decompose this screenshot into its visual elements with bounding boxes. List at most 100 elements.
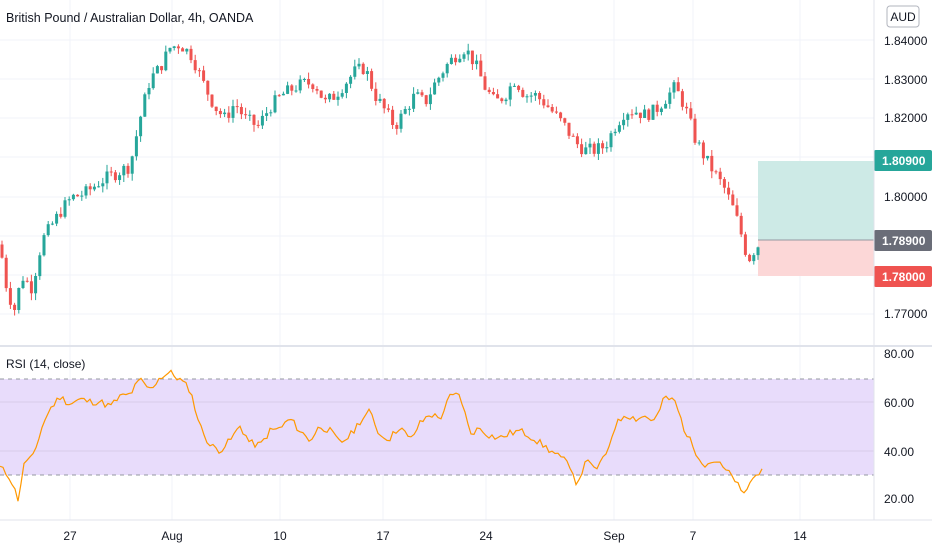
candle[interactable] — [638, 112, 642, 118]
candle[interactable] — [634, 112, 638, 115]
candle[interactable] — [286, 85, 290, 94]
candle[interactable] — [218, 111, 222, 115]
candle[interactable] — [370, 71, 374, 89]
candle[interactable] — [542, 99, 546, 106]
candle[interactable] — [323, 97, 327, 100]
candle[interactable] — [399, 113, 403, 129]
candle[interactable] — [617, 125, 621, 132]
candle[interactable] — [428, 94, 432, 105]
candle[interactable] — [571, 135, 575, 137]
candle[interactable] — [92, 186, 96, 190]
candle[interactable] — [685, 106, 689, 109]
candle[interactable] — [113, 172, 117, 181]
candle[interactable] — [504, 99, 508, 102]
stop-zone[interactable] — [758, 240, 874, 276]
candle[interactable] — [155, 66, 159, 74]
candle[interactable] — [315, 89, 319, 91]
candle[interactable] — [584, 147, 588, 155]
candle[interactable] — [193, 60, 197, 71]
candle[interactable] — [613, 131, 617, 134]
currency-button[interactable]: AUD — [886, 5, 920, 28]
candle[interactable] — [756, 247, 760, 256]
candle[interactable] — [651, 104, 655, 120]
candle[interactable] — [336, 96, 340, 100]
candle[interactable] — [496, 94, 500, 99]
candle[interactable] — [403, 109, 407, 114]
candle[interactable] — [382, 98, 386, 109]
candle[interactable] — [454, 57, 458, 63]
candle[interactable] — [172, 46, 176, 48]
candle[interactable] — [546, 105, 550, 108]
candle[interactable] — [307, 79, 311, 85]
candle[interactable] — [147, 88, 151, 95]
candle[interactable] — [227, 112, 231, 118]
candle[interactable] — [575, 136, 579, 145]
candle[interactable] — [38, 255, 42, 277]
candle[interactable] — [521, 89, 525, 97]
candle[interactable] — [239, 107, 243, 115]
candle[interactable] — [206, 80, 210, 95]
candle[interactable] — [727, 187, 731, 195]
candle[interactable] — [563, 118, 567, 123]
candle[interactable] — [332, 93, 336, 100]
candle[interactable] — [126, 165, 130, 174]
candle[interactable] — [88, 186, 92, 190]
candle[interactable] — [407, 108, 411, 110]
candle[interactable] — [139, 116, 143, 137]
candle[interactable] — [424, 95, 428, 105]
candle[interactable] — [134, 136, 138, 157]
candle[interactable] — [718, 171, 722, 180]
candle[interactable] — [71, 194, 75, 200]
candle[interactable] — [0, 244, 4, 258]
candle[interactable] — [533, 93, 537, 96]
candle[interactable] — [491, 92, 495, 95]
candle[interactable] — [269, 112, 273, 114]
rsi-pane[interactable] — [0, 369, 874, 502]
candle[interactable] — [592, 143, 596, 154]
candle[interactable] — [701, 142, 705, 159]
candle[interactable] — [706, 155, 710, 159]
candle[interactable] — [697, 142, 701, 144]
candle[interactable] — [512, 85, 516, 87]
candle[interactable] — [752, 255, 756, 262]
candle[interactable] — [252, 114, 256, 125]
candle[interactable] — [391, 109, 395, 125]
candle[interactable] — [109, 171, 113, 173]
candle[interactable] — [97, 186, 101, 188]
candle[interactable] — [689, 108, 693, 119]
candle[interactable] — [340, 93, 344, 97]
candle[interactable] — [277, 95, 281, 97]
candle[interactable] — [437, 77, 441, 83]
candle[interactable] — [735, 205, 739, 216]
candle[interactable] — [42, 235, 46, 256]
candle[interactable] — [8, 288, 12, 305]
candle[interactable] — [256, 124, 260, 126]
candle[interactable] — [281, 93, 285, 96]
candle[interactable] — [374, 88, 378, 101]
candle[interactable] — [441, 73, 445, 78]
candle[interactable] — [479, 60, 483, 77]
candle[interactable] — [601, 143, 605, 149]
candle[interactable] — [130, 156, 134, 174]
candle[interactable] — [273, 95, 277, 113]
candle[interactable] — [118, 175, 122, 180]
candle[interactable] — [365, 71, 369, 74]
candle[interactable] — [714, 171, 718, 173]
candle[interactable] — [710, 155, 714, 172]
candle[interactable] — [223, 112, 227, 115]
candle[interactable] — [29, 281, 33, 294]
candle[interactable] — [416, 92, 420, 94]
candle[interactable] — [672, 82, 676, 93]
candle[interactable] — [655, 104, 659, 112]
candle[interactable] — [475, 60, 479, 65]
candle[interactable] — [626, 114, 630, 120]
candle[interactable] — [538, 93, 542, 100]
candle[interactable] — [525, 96, 529, 98]
candle[interactable] — [470, 50, 474, 65]
candle[interactable] — [420, 92, 424, 96]
candle[interactable] — [588, 143, 592, 148]
candle[interactable] — [76, 194, 80, 197]
candle[interactable] — [743, 234, 747, 255]
target-zone[interactable] — [758, 161, 874, 240]
candle[interactable] — [357, 63, 361, 67]
